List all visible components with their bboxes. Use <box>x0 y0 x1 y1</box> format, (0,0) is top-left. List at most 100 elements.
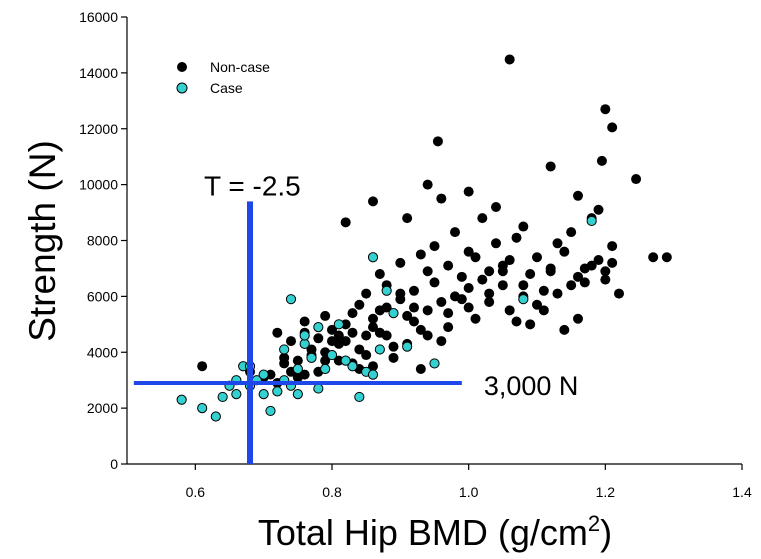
data-point-non-case <box>422 305 433 316</box>
data-point-case <box>374 344 385 355</box>
data-point-non-case <box>395 288 406 299</box>
data-point-non-case <box>429 277 440 288</box>
data-point-non-case <box>538 285 549 296</box>
data-point-non-case <box>409 302 419 313</box>
data-point-case <box>313 383 324 394</box>
data-point-non-case <box>368 361 378 372</box>
series-non-case <box>197 54 672 388</box>
x-axis-title-close: ) <box>600 512 612 553</box>
data-point-non-case <box>593 204 604 215</box>
data-point-non-case <box>443 308 454 319</box>
data-point-non-case <box>538 305 549 316</box>
data-point-non-case <box>484 288 495 299</box>
data-point-non-case <box>354 344 365 355</box>
data-point-non-case <box>197 361 208 372</box>
data-point-non-case <box>559 324 570 335</box>
legend-label-non-case: Non-case <box>210 59 270 75</box>
data-point-non-case <box>388 352 399 363</box>
data-point-case <box>402 341 413 352</box>
data-point-non-case <box>327 324 337 335</box>
data-point-case <box>306 352 317 363</box>
data-point-non-case <box>463 186 474 197</box>
data-point-non-case <box>511 316 522 327</box>
data-point-case <box>258 389 269 400</box>
data-point-non-case <box>497 280 508 291</box>
data-point-non-case <box>299 316 310 327</box>
y-tick-label: 16000 <box>79 9 118 25</box>
data-point-non-case <box>361 350 372 361</box>
data-point-non-case <box>573 190 583 201</box>
data-point-non-case <box>607 241 618 252</box>
data-point-non-case <box>436 193 447 204</box>
data-point-non-case <box>504 54 515 65</box>
data-point-non-case <box>600 104 611 115</box>
data-point-non-case <box>361 330 372 341</box>
data-point-non-case <box>600 274 611 285</box>
data-point-non-case <box>600 266 611 277</box>
data-point-non-case <box>456 294 467 305</box>
data-point-non-case <box>450 227 460 238</box>
data-point-non-case <box>272 327 283 338</box>
data-point-non-case <box>504 255 515 266</box>
data-point-non-case <box>415 324 426 335</box>
data-point-case <box>586 215 597 227</box>
data-point-non-case <box>573 271 583 282</box>
data-point-non-case <box>463 302 474 313</box>
data-point-non-case <box>532 299 542 310</box>
y-tick-label: 6000 <box>87 288 118 304</box>
data-point-case <box>367 252 379 263</box>
data-point-non-case <box>566 227 577 238</box>
legend-marker-non-case <box>177 62 187 72</box>
data-point-case <box>347 361 358 372</box>
data-point-non-case <box>354 299 365 310</box>
data-point-non-case <box>614 288 624 299</box>
data-point-case <box>292 389 303 400</box>
data-point-non-case <box>388 341 399 352</box>
y-tick-label: 0 <box>110 456 118 472</box>
data-point-non-case <box>279 352 290 363</box>
y-tick-label: 10000 <box>79 177 118 193</box>
data-point-case <box>518 294 529 305</box>
data-point-case <box>292 363 303 375</box>
x-tick-label: 1.0 <box>459 484 479 500</box>
data-point-non-case <box>368 322 378 333</box>
data-point-non-case <box>631 174 642 185</box>
data-point-case <box>176 394 187 405</box>
y-tick-label: 4000 <box>87 344 118 360</box>
data-point-non-case <box>381 330 392 341</box>
data-point-non-case <box>436 336 447 347</box>
data-point-non-case <box>518 221 529 232</box>
data-point-non-case <box>573 313 583 324</box>
data-point-non-case <box>327 336 337 347</box>
data-point-non-case <box>545 266 556 277</box>
data-point-non-case <box>497 260 508 271</box>
data-point-non-case <box>525 319 536 330</box>
data-point-non-case <box>525 269 536 280</box>
data-point-non-case <box>402 310 413 321</box>
data-point-non-case <box>456 271 467 282</box>
data-point-non-case <box>347 327 358 338</box>
x-axis-title: Total Hip BMD (g/cm2) <box>258 511 612 553</box>
data-point-non-case <box>559 246 570 257</box>
data-point-non-case <box>333 330 344 341</box>
x-tick-label: 1.4 <box>732 484 752 500</box>
data-point-case <box>279 344 290 355</box>
y-ticks: 0 2000 4000 6000 8000 10000 12000 14000 16000 <box>79 9 127 472</box>
annotations: T = -2.5 3,000 N <box>133 170 578 464</box>
data-point-case <box>299 338 310 349</box>
data-point-non-case <box>491 201 501 212</box>
data-point-case <box>388 308 399 319</box>
data-point-non-case <box>320 310 331 321</box>
data-point-non-case <box>463 246 474 257</box>
y-tick-label: 2000 <box>87 400 118 416</box>
data-point-non-case <box>470 313 481 324</box>
data-point-case <box>326 349 338 361</box>
data-point-case <box>272 386 283 397</box>
data-point-non-case <box>432 136 443 147</box>
data-point-case <box>210 411 221 422</box>
data-point-non-case <box>374 305 385 316</box>
data-point-case <box>285 294 297 305</box>
data-point-case <box>313 322 324 333</box>
data-point-non-case <box>409 285 419 296</box>
